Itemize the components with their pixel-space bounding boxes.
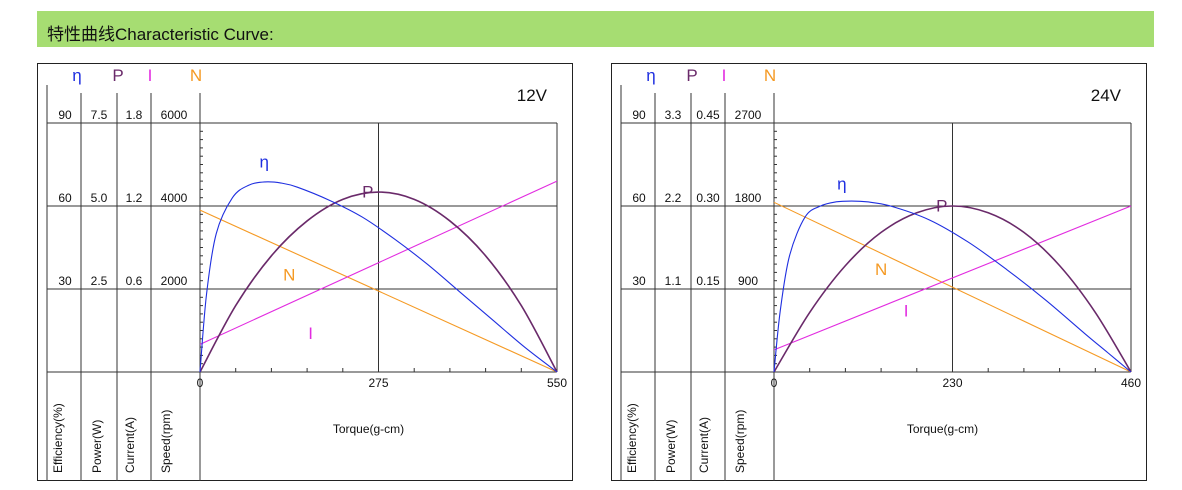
legend-symbol-power: P bbox=[686, 66, 697, 85]
axis-tick-label: 30 bbox=[58, 274, 72, 288]
x-tick-label: 460 bbox=[1121, 376, 1141, 390]
curve-label-efficiency: η bbox=[260, 152, 269, 171]
curve-label-power: P bbox=[936, 197, 947, 216]
chart-frame bbox=[37, 63, 573, 481]
curve-label-power: P bbox=[362, 183, 373, 202]
chart-24v: η P I N 90 3.3 0.45 2700 60 2.2 0.30 1800 30 1.1 0.15 9… bbox=[611, 63, 1147, 481]
x-axis-title: Torque(g-cm) bbox=[907, 422, 978, 436]
legend-symbol-efficiency: η bbox=[72, 66, 81, 85]
x-axis-title: Torque(g-cm) bbox=[333, 422, 404, 436]
axis-tick-label: 0.15 bbox=[696, 274, 720, 288]
axis-title-efficiency: Efficiency(%) bbox=[51, 403, 65, 473]
axis-tick-label: 4000 bbox=[161, 191, 188, 205]
legend-symbol-current: I bbox=[148, 66, 153, 85]
axis-tick-label: 30 bbox=[632, 274, 646, 288]
axis-tick-label: 2700 bbox=[735, 108, 762, 122]
series-line-efficiency bbox=[773, 200, 1132, 373]
legend-symbol-efficiency: η bbox=[646, 66, 655, 85]
header-title: 特性曲线Characteristic Curve: bbox=[47, 25, 274, 44]
header-banner: 特性曲线Characteristic Curve: bbox=[37, 11, 1154, 47]
axis-title-power: Power(W) bbox=[664, 420, 678, 473]
legend-symbol-current: I bbox=[722, 66, 727, 85]
series-line-efficiency bbox=[199, 181, 558, 373]
legend-symbol-speed: N bbox=[764, 66, 776, 85]
axis-tick-label: 0.6 bbox=[126, 274, 143, 288]
legend-symbol-power: P bbox=[112, 66, 123, 85]
axis-tick-label: 1.2 bbox=[126, 191, 143, 205]
axis-tick-label: 7.5 bbox=[91, 108, 108, 122]
axis-tick-label: 0.45 bbox=[696, 108, 720, 122]
axis-title-efficiency: Efficiency(%) bbox=[625, 403, 639, 473]
axis-tick-label: 90 bbox=[58, 108, 72, 122]
series-line-power bbox=[199, 191, 558, 373]
axis-tick-label: 3.3 bbox=[665, 108, 682, 122]
x-tick-label: 550 bbox=[547, 376, 567, 390]
series-line-speed bbox=[199, 209, 558, 373]
x-tick-label: 0 bbox=[771, 376, 778, 390]
axis-tick-label: 2.2 bbox=[665, 191, 682, 205]
axis-tick-label: 2.5 bbox=[91, 274, 108, 288]
chart-title: 12V bbox=[517, 86, 548, 105]
axis-title-current: Current(A) bbox=[123, 417, 137, 473]
axis-tick-label: 900 bbox=[738, 274, 758, 288]
curve-label-speed: N bbox=[283, 266, 295, 285]
series-line-current bbox=[199, 180, 558, 345]
chart-frame bbox=[611, 63, 1147, 481]
curve-label-efficiency: η bbox=[837, 174, 846, 193]
series-line-speed bbox=[773, 201, 1132, 373]
chart-12v: η P I N 90 7.5 1.8 6000 60 5.0 1.2 4000 30 2.5 0.6 2000… bbox=[37, 63, 573, 481]
axis-title-speed: Speed(rpm) bbox=[159, 410, 173, 473]
axis-tick-label: 90 bbox=[632, 108, 646, 122]
legend-symbol-speed: N bbox=[190, 66, 202, 85]
axis-tick-label: 60 bbox=[632, 191, 646, 205]
curve-label-current: I bbox=[308, 324, 313, 343]
axis-tick-label: 60 bbox=[58, 191, 72, 205]
series-line-current bbox=[773, 205, 1132, 351]
curve-label-current: I bbox=[904, 302, 909, 321]
curve-label-speed: N bbox=[875, 260, 887, 279]
x-tick-label: 275 bbox=[368, 376, 388, 390]
series-line-power bbox=[773, 205, 1132, 373]
x-tick-label: 0 bbox=[197, 376, 204, 390]
axis-tick-label: 1800 bbox=[735, 191, 762, 205]
axis-title-speed: Speed(rpm) bbox=[733, 410, 747, 473]
x-tick-label: 230 bbox=[942, 376, 962, 390]
axis-title-power: Power(W) bbox=[90, 420, 104, 473]
chart-title: 24V bbox=[1091, 86, 1122, 105]
axis-tick-label: 2000 bbox=[161, 274, 188, 288]
axis-tick-label: 5.0 bbox=[91, 191, 108, 205]
axis-tick-label: 1.1 bbox=[665, 274, 682, 288]
axis-tick-label: 0.30 bbox=[696, 191, 720, 205]
axis-tick-label: 1.8 bbox=[126, 108, 143, 122]
axis-title-current: Current(A) bbox=[697, 417, 711, 473]
axis-tick-label: 6000 bbox=[161, 108, 188, 122]
